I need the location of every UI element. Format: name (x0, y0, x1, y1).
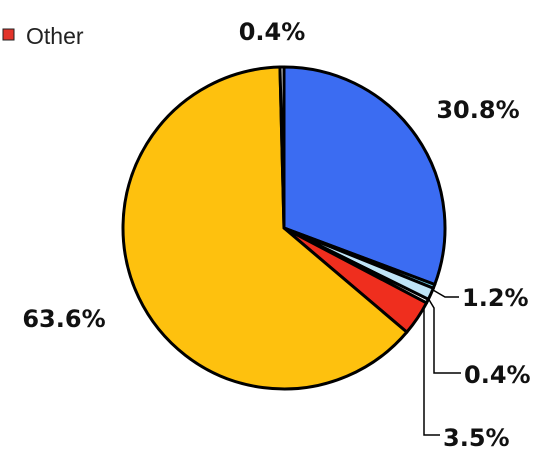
slice-label-2: 1.2% (462, 284, 529, 312)
leader-lines (424, 290, 461, 435)
legend: Other (3, 23, 84, 49)
legend-swatch-other (3, 29, 14, 40)
leader-line-3 (428, 298, 461, 373)
slice-label-4: 3.5% (443, 424, 510, 452)
slice-label-3: 0.4% (464, 361, 531, 389)
slice-label-0: 30.8% (436, 96, 519, 124)
pie-slices (123, 67, 445, 389)
slice-label-6: 0.4% (239, 18, 306, 46)
leader-line-2 (433, 290, 459, 297)
legend-label-other: Other (26, 23, 84, 49)
leader-line-4 (424, 306, 440, 435)
slice-label-5: 63.6% (22, 305, 105, 333)
